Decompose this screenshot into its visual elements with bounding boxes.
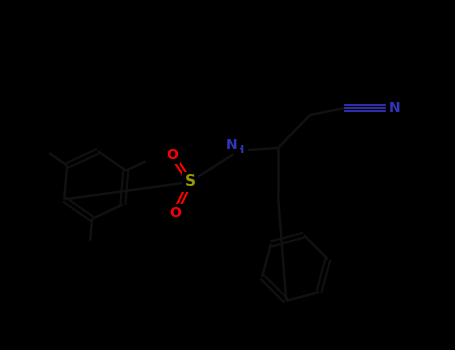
Text: N: N	[226, 138, 238, 152]
Text: H: H	[235, 145, 245, 155]
Text: O: O	[169, 206, 181, 220]
Text: N: N	[389, 101, 401, 115]
Text: O: O	[166, 148, 178, 162]
Text: S: S	[184, 175, 196, 189]
